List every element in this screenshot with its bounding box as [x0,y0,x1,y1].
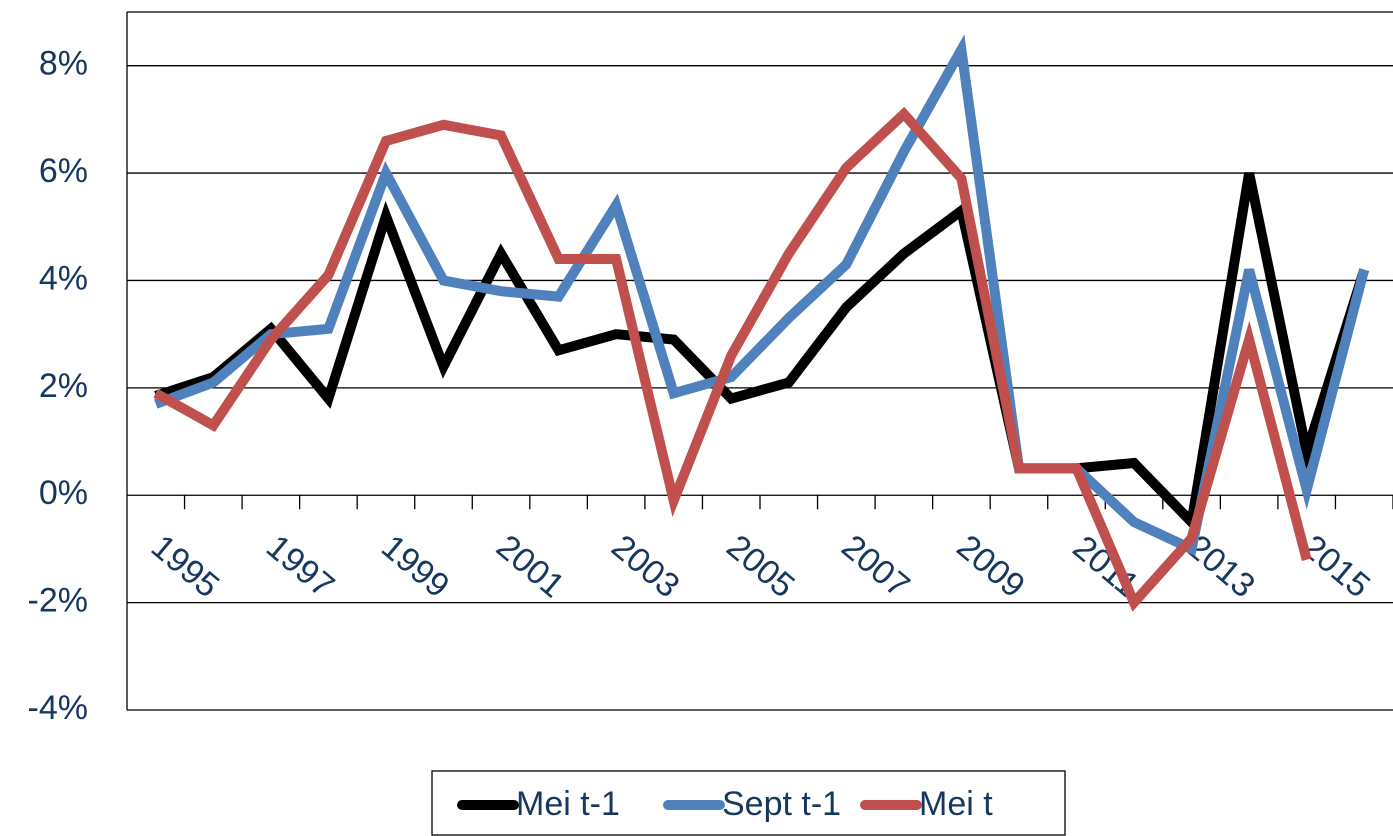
legend-label: Sept t-1 [722,785,841,823]
x-tick-label: 2009 [950,528,1032,606]
series-line [153,106,1312,612]
x-tick-label: 2007 [834,528,916,606]
legend-label: Mei t [919,785,993,823]
y-tick-label: 4% [39,259,88,297]
series-line [154,172,1369,533]
x-tick-label: 2003 [604,528,686,606]
legend-box [431,770,1066,836]
x-tick-label: 2015 [1295,528,1377,606]
x-tick-label: 2005 [719,528,801,606]
x-tick-label: 1997 [259,528,341,606]
x-tick-label: 1999 [374,528,456,606]
y-tick-label: 6% [39,152,88,190]
legend-label: Mei t-1 [516,785,620,823]
y-tick-label: 0% [39,474,88,512]
series-line [154,34,1370,557]
y-tick-label: 8% [39,45,88,83]
x-tick-label: 1995 [144,528,226,606]
y-tick-label: -4% [28,689,88,727]
y-tick-label: -2% [28,582,88,620]
y-tick-label: 2% [39,367,88,405]
x-tick-label: 2001 [489,528,571,606]
